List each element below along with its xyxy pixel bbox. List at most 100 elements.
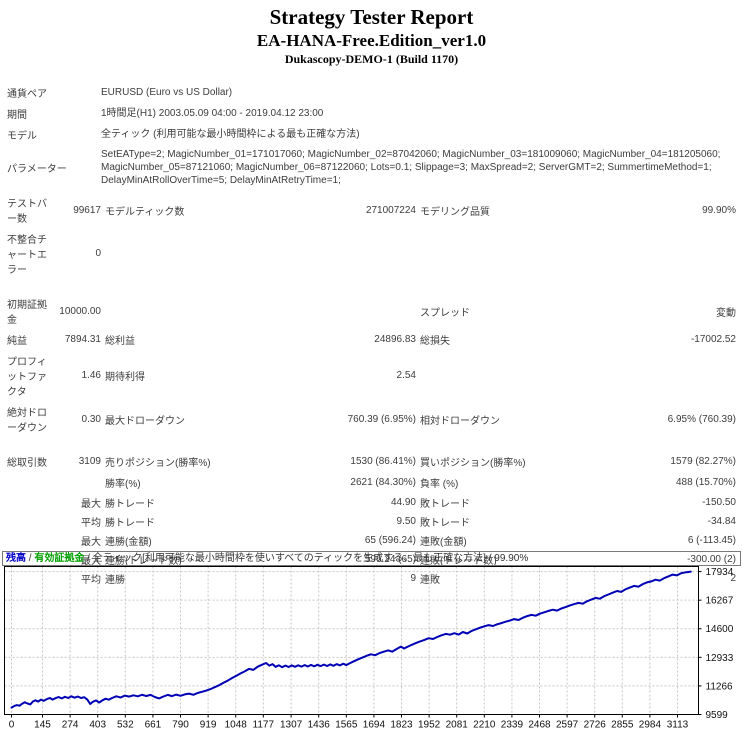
stat-value: 24896.83 [374, 334, 416, 345]
stat-label: 総利益 [105, 336, 135, 347]
stat-value: 596.24 (65) [364, 554, 416, 565]
x-axis-label: 0 [9, 720, 15, 731]
stat-value: 1579 (82.27%) [670, 456, 736, 467]
stat-value [574, 350, 738, 401]
stat-value [55, 472, 103, 493]
x-axis-label: 532 [117, 720, 134, 731]
spacer-cell [5, 279, 738, 293]
stat-row: 絶対ドロ ーダウン 0.30 最大ドローダウン 760.39 (6.95%) 相対ドロー… [5, 401, 738, 437]
stat-row-label: テストバ ー数 [7, 199, 47, 225]
stat-label: 買いポジション(勝率%) [420, 458, 526, 469]
y-axis-label: 14600 [706, 624, 734, 635]
x-axis-label: 403 [89, 720, 106, 731]
stat-label [418, 350, 574, 401]
stat-label: 期待利得 [105, 372, 145, 383]
stat-label: 連敗 [420, 575, 440, 586]
chart-legend: 残高 / 有効証拠金 / 全ティック[利用可能な最小時間枠を使いすべてのティック… [2, 551, 741, 566]
x-axis-label: 2081 [446, 720, 469, 731]
stat-label: 最大ドローダウン [105, 415, 185, 427]
stat-value [255, 228, 418, 279]
stat-row: 最大 連勝(金額) 65 (596.24) 連敗(金額) 6 (-113.45) [5, 531, 738, 550]
stat-value: 10000.00 [59, 305, 101, 317]
x-axis-label: 2726 [584, 720, 607, 731]
stat-label: 連敗(金額) [420, 537, 467, 548]
info-label: パラメーター [7, 164, 67, 175]
stat-value: 2.54 [396, 370, 416, 381]
x-axis-label: 1307 [280, 720, 303, 731]
legend-separator: / [84, 553, 93, 564]
stat-value: -300.00 (2) [687, 554, 736, 565]
report-header: Strategy Tester Report EA-HANA-Free.Edit… [0, 5, 743, 66]
x-axis-label: 1048 [225, 720, 248, 731]
stat-value: 変動 [716, 307, 736, 319]
info-row: モデル 全ティック (利用可能な最小時間枠による最も正確な方法) [5, 124, 738, 145]
info-label: 期間 [7, 110, 27, 121]
stat-value: 最大 [81, 499, 101, 510]
x-axis-label: 1436 [308, 720, 331, 731]
y-axis-label: 11266 [706, 681, 734, 692]
stat-row-label [5, 512, 55, 531]
x-axis-label: 274 [62, 720, 79, 731]
results-table: テストバ ー数 99617 モデルティック数 271007224 モデリング品質 99.9… [5, 192, 738, 588]
stat-row-label: 絶対ドロ ーダウン [7, 408, 47, 434]
stat-value: -34.84 [707, 516, 736, 527]
stat-label: 売りポジション(勝率%) [105, 458, 211, 469]
stat-value: 2 [730, 573, 736, 584]
stat-value: 0 [95, 248, 101, 259]
stat-label: スプレッド [420, 307, 470, 319]
stat-value [255, 293, 418, 329]
x-axis-label: 2855 [611, 720, 634, 731]
stat-value: 65 (596.24) [364, 535, 416, 546]
x-axis-label: 1565 [335, 720, 358, 731]
stat-value: 9 [410, 573, 416, 584]
x-axis-label: 2210 [473, 720, 496, 731]
y-axis-label: 17934 [706, 567, 734, 578]
stat-value: 9.50 [396, 516, 416, 527]
stat-label: 敗トレード [420, 518, 470, 529]
y-axis-label: 9599 [706, 710, 729, 721]
stat-value [574, 228, 738, 279]
stat-row: 初期証拠 金 10000.00 スプレッド 変動 [5, 293, 738, 329]
info-row: 期間 1時間足(H1) 2003.05.09 04:00 - 2019.04.12… [5, 103, 738, 124]
stat-label: 敗トレード [420, 499, 470, 510]
legend-separator: / [485, 553, 495, 564]
info-row: パラメーター SetEAType=2; MagicNumber_01=171017… [5, 145, 738, 190]
y-axis-label: 16267 [706, 596, 734, 607]
stat-value: 0.30 [81, 413, 101, 425]
x-axis-label: 2339 [501, 720, 524, 731]
stat-row: プロフィ ットファ クタ 1.46 期待利得 2.54 [5, 350, 738, 401]
stat-value: 44.90 [390, 497, 416, 508]
stat-row: 純益 7894.31 総利益 24896.83 総損失 -17002.52 [5, 329, 738, 350]
stat-value: 3109 [78, 456, 101, 467]
settings-table: 通貨ペア EURUSD (Euro vs US Dollar) 期間 1時間足(H1)… [5, 82, 738, 190]
stat-value: -150.50 [702, 497, 736, 508]
stat-value: 平均 [81, 518, 101, 529]
ea-name: EA-HANA-Free.Edition_ver1.0 [256, 31, 487, 50]
legend-quality: 99.90% [494, 553, 529, 564]
stat-row-label: 不整合チ ャートエ ラー [7, 235, 47, 276]
info-label: モデル [7, 131, 37, 142]
stat-label: モデルティック数 [105, 206, 185, 218]
info-value: 全ティック (利用可能な最小時間枠による最も正確な方法) [101, 129, 360, 140]
stat-label [103, 228, 255, 279]
stat-value: 6 (-113.45) [687, 535, 736, 546]
stat-label: モデリング品質 [420, 206, 490, 218]
stat-label [103, 293, 255, 329]
stat-row-label [5, 472, 55, 493]
stat-row: 平均 勝トレード 9.50 敗トレード -34.84 [5, 512, 738, 531]
stat-row: 最大 勝トレード 44.90 敗トレード -150.50 [5, 493, 738, 512]
x-axis-label: 919 [200, 720, 217, 731]
stat-row: 最大 連勝(トレード数) 596.24 (65) 連敗(トレード数) -300.00 (… [5, 550, 738, 569]
plot-frame [4, 566, 699, 715]
stat-row-label [5, 493, 55, 512]
stat-row-label: プロフィ ットファ クタ [7, 357, 47, 398]
stat-value: 7894.31 [64, 334, 101, 345]
info-value: SetEAType=2; MagicNumber_01=171017060; M… [101, 149, 721, 186]
info-row: 通貨ペア EURUSD (Euro vs US Dollar) [5, 82, 738, 103]
stat-value: 271007224 [365, 204, 416, 216]
stat-value: 1530 (86.41%) [350, 456, 416, 467]
stat-value: 6.95% (760.39) [667, 413, 736, 425]
stat-label: 総損失 [420, 336, 450, 347]
x-axis-label: 1177 [253, 720, 275, 731]
stat-value: 99.90% [702, 204, 736, 216]
